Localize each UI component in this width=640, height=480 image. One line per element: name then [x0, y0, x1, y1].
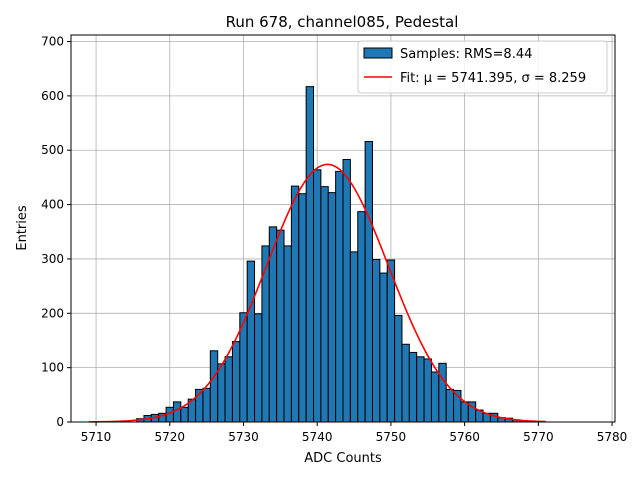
- y-tick-label: 0: [56, 415, 64, 429]
- plot-frame: [70, 34, 616, 423]
- histogram-bar: [408, 351, 418, 423]
- histogram-bar: [379, 272, 388, 423]
- legend-fit-label: Fit: μ = 5741.395, σ = 8.259: [400, 71, 586, 86]
- histogram-bar: [313, 169, 322, 423]
- x-tick-label: 5720: [155, 430, 186, 444]
- x-axis-ticks: 5710 5720 5730 5740 5750 5760 5770 5780: [81, 422, 628, 444]
- x-tick-label: 5740: [302, 430, 333, 444]
- histogram-bar: [394, 314, 403, 423]
- y-axis-ticks: 0 100 200 300 400 500 600 700: [41, 35, 71, 429]
- histogram-bar: [298, 193, 307, 423]
- histogram-bar: [202, 387, 211, 423]
- y-tick-label: 500: [41, 143, 64, 157]
- histogram-bar: [305, 86, 315, 423]
- legend-box: [357, 40, 608, 94]
- legend-histogram-label: Samples: RMS=8.44: [400, 47, 532, 62]
- histogram-bar: [261, 245, 270, 423]
- histogram-bar: [180, 406, 189, 423]
- histogram-bar: [209, 350, 219, 423]
- histogram-bar: [349, 251, 359, 423]
- histogram-bar: [320, 186, 329, 423]
- y-axis-label: Entries: [15, 205, 30, 251]
- histogram-bar: [386, 259, 396, 423]
- x-tick-label: 5730: [228, 430, 259, 444]
- x-tick-label: 5760: [449, 430, 480, 444]
- legend: Samples: RMS=8.44 Fit: μ = 5741.395, σ =…: [357, 40, 608, 94]
- histogram-bar: [460, 401, 469, 423]
- x-tick-label: 5750: [376, 430, 407, 444]
- chart-title: Run 678, channel085, Pedestal: [226, 13, 459, 31]
- y-tick-label: 300: [41, 252, 64, 266]
- y-tick-label: 600: [41, 89, 64, 103]
- histogram-bar: [290, 185, 300, 423]
- histogram-bar: [327, 192, 337, 423]
- histogram-bar: [276, 229, 285, 423]
- fit-curve: [88, 163, 546, 423]
- histogram-bar: [246, 260, 256, 423]
- y-tick-label: 400: [41, 198, 64, 212]
- legend-histogram-swatch: [363, 47, 393, 59]
- histogram-bar: [430, 371, 440, 423]
- y-tick-label: 700: [41, 35, 64, 49]
- histogram-bar: [401, 343, 410, 423]
- histogram-bar: [364, 141, 373, 423]
- y-tick-label: 100: [41, 361, 64, 375]
- x-tick-label: 5710: [81, 430, 112, 444]
- x-tick-label: 5770: [523, 430, 554, 444]
- histogram-bar: [357, 211, 366, 423]
- histogram-bar: [371, 258, 381, 423]
- histogram-bar: [445, 388, 455, 423]
- x-tick-label: 5780: [597, 430, 628, 444]
- histogram-bar: [172, 401, 182, 423]
- histogram-bar: [217, 363, 226, 423]
- histogram-bar: [335, 170, 344, 423]
- y-tick-label: 200: [41, 306, 64, 320]
- histogram-bar: [254, 313, 263, 423]
- histogram-bar: [224, 356, 233, 423]
- fit-curve-group: [88, 163, 546, 423]
- histogram-bar: [342, 158, 351, 423]
- histogram-bars: [136, 86, 528, 423]
- histogram-bar: [438, 362, 447, 423]
- histogram-bar: [231, 341, 241, 423]
- histogram-bar: [423, 358, 432, 423]
- histogram-bar: [283, 245, 292, 423]
- histogram-bar: [416, 356, 425, 423]
- x-axis-label: ADC Counts: [304, 451, 382, 466]
